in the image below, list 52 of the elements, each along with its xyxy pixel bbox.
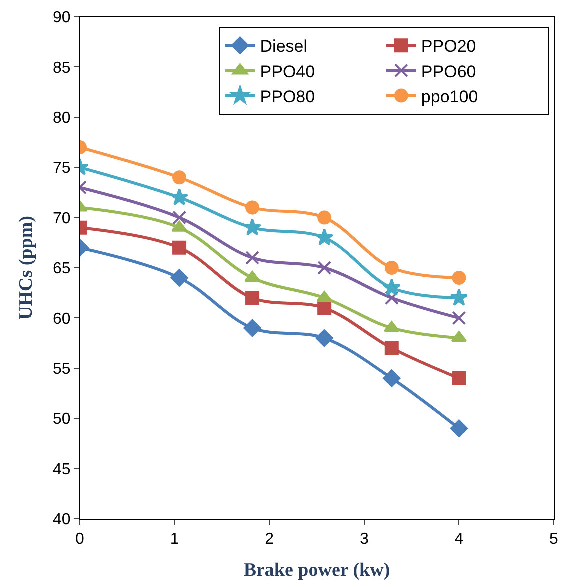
legend-label: PPO60	[421, 62, 476, 82]
point	[172, 220, 188, 232]
y-tick-label: 60	[53, 310, 71, 328]
point	[172, 240, 187, 255]
point	[316, 329, 334, 348]
point	[246, 291, 260, 306]
y-tick-label: 50	[53, 411, 71, 428]
y-tick-label: 55	[53, 361, 71, 378]
point	[172, 170, 187, 185]
x-tick-label: 1	[170, 531, 180, 548]
point	[452, 311, 466, 326]
point	[316, 228, 334, 246]
point	[170, 188, 189, 206]
point	[384, 341, 399, 356]
point	[452, 371, 466, 386]
point	[384, 261, 399, 275]
point	[172, 210, 187, 225]
legend-label: ppo100	[421, 87, 478, 106]
point	[450, 420, 468, 438]
x-axis-title: Brake power (kw)	[244, 560, 390, 581]
y-tick-label: 45	[53, 461, 71, 478]
point	[318, 210, 332, 225]
point	[382, 278, 401, 296]
x-tick-label: 2	[265, 531, 274, 548]
point	[244, 271, 260, 282]
point	[450, 288, 468, 306]
point	[318, 301, 332, 316]
y-tick-label: 75	[53, 160, 71, 178]
x-tick-label: 3	[360, 531, 369, 548]
point	[244, 218, 262, 236]
point	[318, 261, 332, 275]
point	[244, 319, 262, 338]
point	[246, 250, 260, 265]
y-tick-label: 40	[53, 512, 71, 529]
legend-label: PPO80	[260, 87, 316, 106]
y-tick-label: 90	[53, 10, 71, 27]
legend-label: PPO20	[421, 37, 476, 56]
legend-label: PPO40	[260, 62, 316, 82]
point	[384, 291, 399, 306]
point	[170, 269, 188, 287]
y-tick-label: 70	[53, 210, 71, 228]
x-tick-label: 4	[454, 531, 464, 548]
point	[452, 271, 466, 286]
point	[246, 200, 260, 215]
y-tick-label: 85	[53, 60, 71, 77]
legend-label: Diesel	[260, 37, 308, 56]
point	[383, 370, 401, 388]
x-tick-label: 5	[550, 531, 559, 548]
y-tick-label: 65	[53, 260, 71, 278]
y-tick-label: 80	[53, 110, 71, 127]
x-tick-label: 0	[76, 531, 85, 548]
y-axis-title: UHCs (ppm)	[16, 216, 37, 320]
